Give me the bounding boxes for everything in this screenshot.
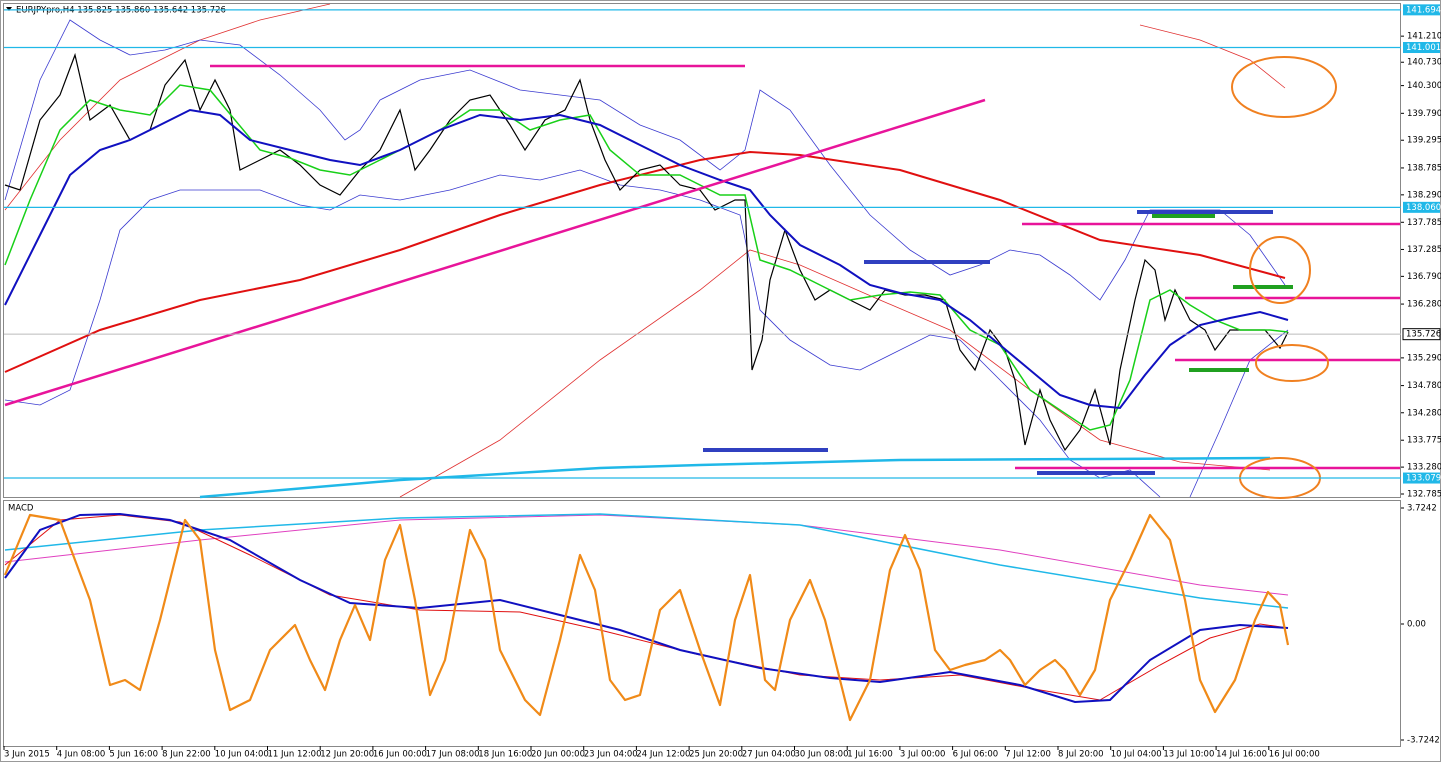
current-price-tag <box>1402 328 1441 341</box>
time-label: 6 Jul 06:00 <box>953 750 999 760</box>
time-label: 12 Jun 20:00 <box>320 750 374 760</box>
price-label: 137.785 <box>1407 218 1441 228</box>
time-label: 3 Jun 2015 <box>4 750 50 760</box>
time-label: 8 Jul 20:00 <box>1058 750 1104 760</box>
envelope-lower <box>399 249 1271 498</box>
moving-average-200 <box>199 456 1271 499</box>
long-moving-average <box>4 150 1286 373</box>
time-label: 23 Jun 04:00 <box>584 750 638 760</box>
trend-line[interactable] <box>4 98 986 407</box>
time-label: 25 Jun 20:00 <box>689 750 743 760</box>
time-label: 11 Jun 12:00 <box>268 750 322 760</box>
price-label: 136.280 <box>1407 300 1441 310</box>
bollinger-lower <box>4 169 1289 498</box>
price-label: 137.285 <box>1407 245 1441 255</box>
time-label: 18 Jun 16:00 <box>478 750 532 760</box>
fast-moving-average <box>4 84 1289 431</box>
time-label: 3 Jul 00:00 <box>900 750 946 760</box>
macd-trend <box>4 513 1289 609</box>
middle-moving-average <box>4 108 1289 410</box>
time-label: 27 Jun 04:00 <box>742 750 796 760</box>
price-label: 136.790 <box>1407 272 1441 282</box>
price-label: 138.290 <box>1407 190 1441 200</box>
level-tag <box>1403 472 1440 484</box>
price-label: 135.290 <box>1407 353 1441 363</box>
price-label: 140.300 <box>1407 81 1441 91</box>
level-label: 141.694 <box>1406 5 1441 15</box>
level-tag <box>1403 201 1440 213</box>
time-label: 1 Jul 16:00 <box>847 750 893 760</box>
price-label: 139.295 <box>1407 136 1441 146</box>
time-label: 24 Jun 12:00 <box>636 750 690 760</box>
level-label: 133.079 <box>1406 474 1441 484</box>
price-label: 134.780 <box>1407 381 1441 391</box>
time-label: 5 Jun 16:00 <box>109 750 158 760</box>
time-label: 16 Jun 00:00 <box>373 750 427 760</box>
indicator-name: MACD <box>8 504 34 514</box>
level-label: 141.001 <box>1406 43 1441 53</box>
level-tag <box>1403 4 1440 16</box>
time-label: 4 Jun 08:00 <box>57 750 106 760</box>
menu-arrow[interactable] <box>6 7 12 11</box>
highlight-ellipse[interactable] <box>1255 344 1329 382</box>
macd-panel <box>3 500 1401 747</box>
symbol-info: EURJPYpro,H4 135.825 135.860 135.642 135… <box>16 6 226 16</box>
price-label: 140.730 <box>1407 58 1441 68</box>
highlight-ellipse[interactable] <box>1249 236 1311 304</box>
level-tag <box>1403 42 1440 54</box>
price-label: 138.785 <box>1407 163 1441 173</box>
indicator-label: -3.7242 <box>1407 735 1440 745</box>
indicator-label: 0.00 <box>1407 619 1426 629</box>
price-label: 133.280 <box>1407 463 1441 473</box>
price-label: 141.210 <box>1407 32 1441 42</box>
time-label: 30 Jun 08:00 <box>795 750 849 760</box>
bollinger-upper <box>4 19 1286 301</box>
time-label: 7 Jul 12:00 <box>1005 750 1051 760</box>
level-label: 138.060 <box>1406 203 1441 213</box>
macd-main <box>4 512 1289 704</box>
price-label: 139.790 <box>1407 109 1441 119</box>
stochastic-oscillator <box>3 513 1290 722</box>
time-label: 16 Jul 00:00 <box>1269 750 1320 760</box>
price-panel <box>3 3 1401 498</box>
time-label: 8 Jun 22:00 <box>162 750 211 760</box>
time-label: 13 Jul 10:00 <box>1163 750 1214 760</box>
current-price-label: 135.726 <box>1406 330 1441 340</box>
time-label: 14 Jul 16:00 <box>1216 750 1267 760</box>
time-label: 10 Jun 04:00 <box>215 750 269 760</box>
indicator-label: 3.7242 <box>1407 503 1437 513</box>
price-label: 132.785 <box>1407 490 1441 500</box>
macd-lines <box>3 512 1290 722</box>
highlight-ellipse[interactable] <box>1231 56 1337 118</box>
overlays <box>4 3 1400 499</box>
price-label: 133.775 <box>1407 436 1441 446</box>
time-label: 17 Jun 08:00 <box>426 750 480 760</box>
price-label: 134.280 <box>1407 408 1441 418</box>
time-label: 20 Jun 00:00 <box>531 750 585 760</box>
time-label: 10 Jul 04:00 <box>1111 750 1162 760</box>
